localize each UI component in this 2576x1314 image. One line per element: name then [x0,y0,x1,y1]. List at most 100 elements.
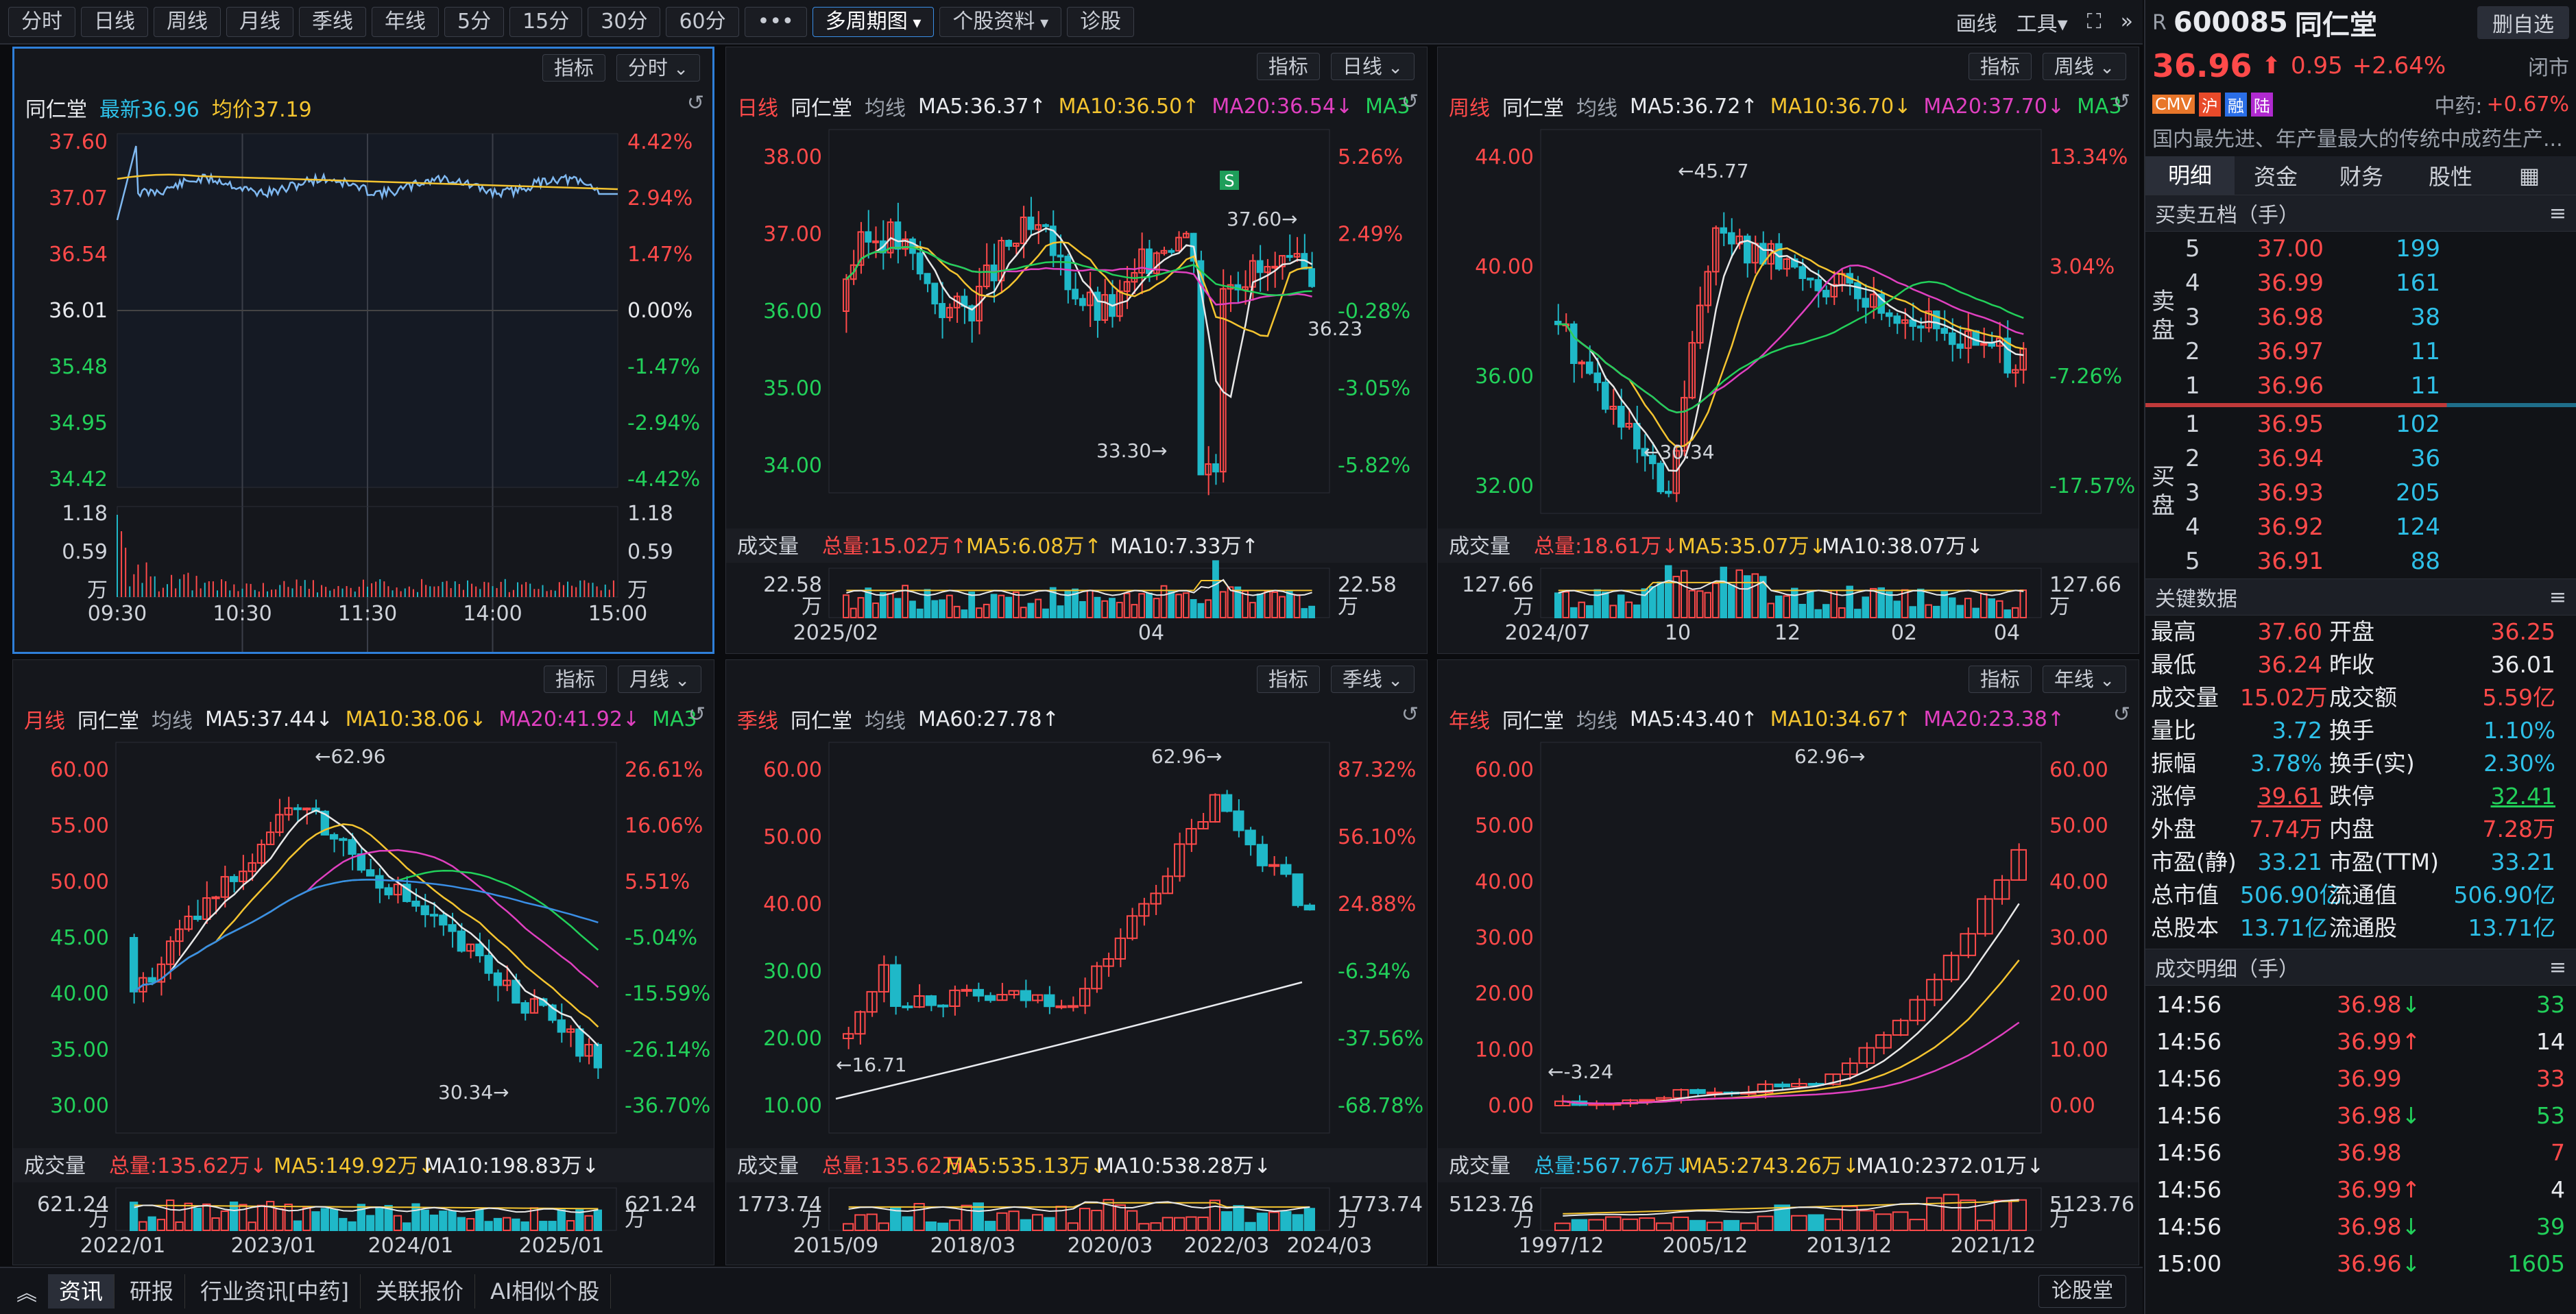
candle-body [1287,256,1292,257]
volume-bar [1737,570,1743,618]
period-tab-15min[interactable]: 15分 [509,7,582,37]
stock-profile-button[interactable]: 个股资料 [939,7,1061,37]
candle-body [1058,255,1063,256]
collapse-right-icon[interactable]: » [2121,10,2133,34]
volume-bar [1131,605,1137,618]
price-tick: 35.48 [49,355,108,379]
period-tab-weekly[interactable]: 周线 [154,7,221,37]
trade-price: 36.96 [2326,1250,2401,1277]
volume-bar [1563,592,1569,618]
level-index: 3 [2173,479,2221,507]
trade-direction-icon: ↑ [2402,1028,2429,1055]
pct-tick: 13.34% [2049,145,2128,169]
volume-bar [322,1208,328,1230]
layout-icon[interactable]: ▦ [2495,162,2564,188]
period-tab-monthly[interactable]: 月线 [226,7,293,37]
keydata-label: 成交额 [2329,681,2446,714]
trade-direction-icon: ↓ [2402,1250,2429,1277]
diagnose-button[interactable]: 诊股 [1067,7,1134,37]
level-volume: 199 [2324,235,2440,263]
tab-news[interactable]: 资讯 [48,1274,115,1309]
volume-bar [1287,592,1292,618]
sell-level-row[interactable]: 2 36.97 11 [2173,334,2576,369]
volume-bar [1753,574,1759,618]
x-tick: 10 [1665,621,1691,645]
price-tick: 36.00 [763,300,822,324]
price-tick: 50.00 [50,870,109,894]
multi-period-button[interactable]: 多周期图 [812,7,935,37]
tab-stock-trait[interactable]: 股性 [2406,160,2495,191]
candle-body [448,925,455,931]
candle-body [985,996,995,1000]
period-tab-yearly[interactable]: 年线 [372,7,439,37]
candle-body [1293,874,1303,905]
forum-button[interactable]: 论股堂 [2038,1275,2126,1308]
buy-level-row[interactable]: 2 36.94 36 [2173,441,2576,476]
menu-icon[interactable]: ≡ [2549,202,2566,226]
candle-body [1281,865,1290,875]
tab-detail[interactable]: 明细 [2145,156,2235,195]
volume-bar [1792,1216,1807,1230]
menu-icon[interactable]: ≡ [2549,956,2566,980]
high-marker: 37.60→ [1227,208,1298,230]
period-tab-30min[interactable]: 30分 [588,7,660,37]
more-button[interactable]: ••• [745,7,807,37]
keydata-header: 关键数据 ≡ [2145,579,2576,616]
volume-bar [1724,1221,1739,1230]
sell-level-row[interactable]: 4 36.99 161 [2173,266,2576,300]
draw-line-button[interactable]: 画线 [1956,7,1997,37]
sell-level-row[interactable]: 3 36.98 38 [2173,300,2576,334]
tab-funds[interactable]: 资金 [2235,160,2317,191]
candle-body [512,980,519,1003]
level-price: 37.00 [2221,235,2324,263]
price-tick: 36.01 [49,299,108,323]
sell-level-row[interactable]: 1 36.96 11 [2173,369,2576,403]
expand-up-icon[interactable]: ︽ [10,1276,44,1306]
keydata-label: 总股本 [2151,912,2240,945]
volume-bar [873,603,878,618]
tab-related-quotes[interactable]: 关联报价 [365,1274,475,1309]
candle-body [1634,424,1640,449]
price-tick: 36.00 [1475,365,1534,389]
spacer [2322,846,2329,879]
vol-unit-right: 万 [1338,595,1358,619]
panel-yearly[interactable]: 指标年线 年线同仁堂均线 MA5:43.40↑ MA10:34.67↑ MA20:23… [1437,659,2139,1265]
high-marker: 62.96→ [1151,745,1223,768]
tools-button[interactable]: 工具▾ [2017,7,2068,37]
tab-research[interactable]: 研报 [119,1274,185,1309]
panel-daily[interactable]: 指标日线 日线同仁堂均线 MA5:36.37↑ MA10:36.50↑ MA20:36… [725,47,1428,654]
buy-level-row[interactable]: 5 36.91 88 [2173,544,2576,579]
period-tab-quarterly[interactable]: 季线 [299,7,366,37]
volume-bar [1705,593,1711,618]
panel-quarterly[interactable]: 指标季线 季线同仁堂均线 MA60:27.78↑ ↺ 60.00 87.32% 50.… [725,659,1428,1265]
candle-body [594,1045,601,1068]
sell-level-row[interactable]: 5 37.00 199 [2173,232,2576,266]
panel-monthly[interactable]: 指标月线 月线同仁堂均线 MA5:37.44↓ MA10:38.06↓ MA20:41… [12,659,714,1265]
buy-level-row[interactable]: 4 36.92 124 [2173,510,2576,544]
buy-level-row[interactable]: 3 36.93 205 [2173,476,2576,510]
period-tab-daily[interactable]: 日线 [81,7,148,37]
toolbar-right: 画线 工具▾ ⛶ » [1956,7,2143,37]
low-marker: ←16.71 [836,1054,907,1076]
candle-body [962,990,972,991]
period-tab-5min[interactable]: 5分 [444,7,504,37]
tags-row: CMV 沪 融 陆 中药: +0.67% [2145,86,2576,122]
delete-watchlist-button[interactable]: 删自选 [2477,6,2569,39]
price-tick: 0.00 [1488,1094,1534,1118]
panel-intraday[interactable]: 指标分时 同仁堂最新36.96 均价37.19 ↺ 37.60 4.42% 37.07… [12,47,714,654]
price-tick: 34.95 [49,411,108,435]
fullscreen-icon[interactable]: ⛶ [2087,10,2102,34]
tab-ai-similar[interactable]: AI相似个股 [479,1274,611,1309]
menu-icon[interactable]: ≡ [2549,585,2566,609]
tab-industry-news[interactable]: 行业资讯[中药] [189,1274,361,1309]
panel-weekly[interactable]: 指标周线 周线同仁堂均线 MA5:36.72↑ MA10:36.70↓ MA20:37… [1437,47,2139,654]
pct-tick: -2.94% [627,411,700,435]
tab-finance[interactable]: 财务 [2317,160,2406,191]
volume-bar [880,593,886,618]
volume-bar [1657,1223,1672,1230]
stock-code: 600085 [2174,7,2288,38]
period-tab-intraday[interactable]: 分时 [8,7,75,37]
period-tab-60min[interactable]: 60分 [666,7,738,37]
price-tick: 37.07 [49,186,108,210]
buy-level-row[interactable]: 1 36.95 102 [2173,407,2576,441]
